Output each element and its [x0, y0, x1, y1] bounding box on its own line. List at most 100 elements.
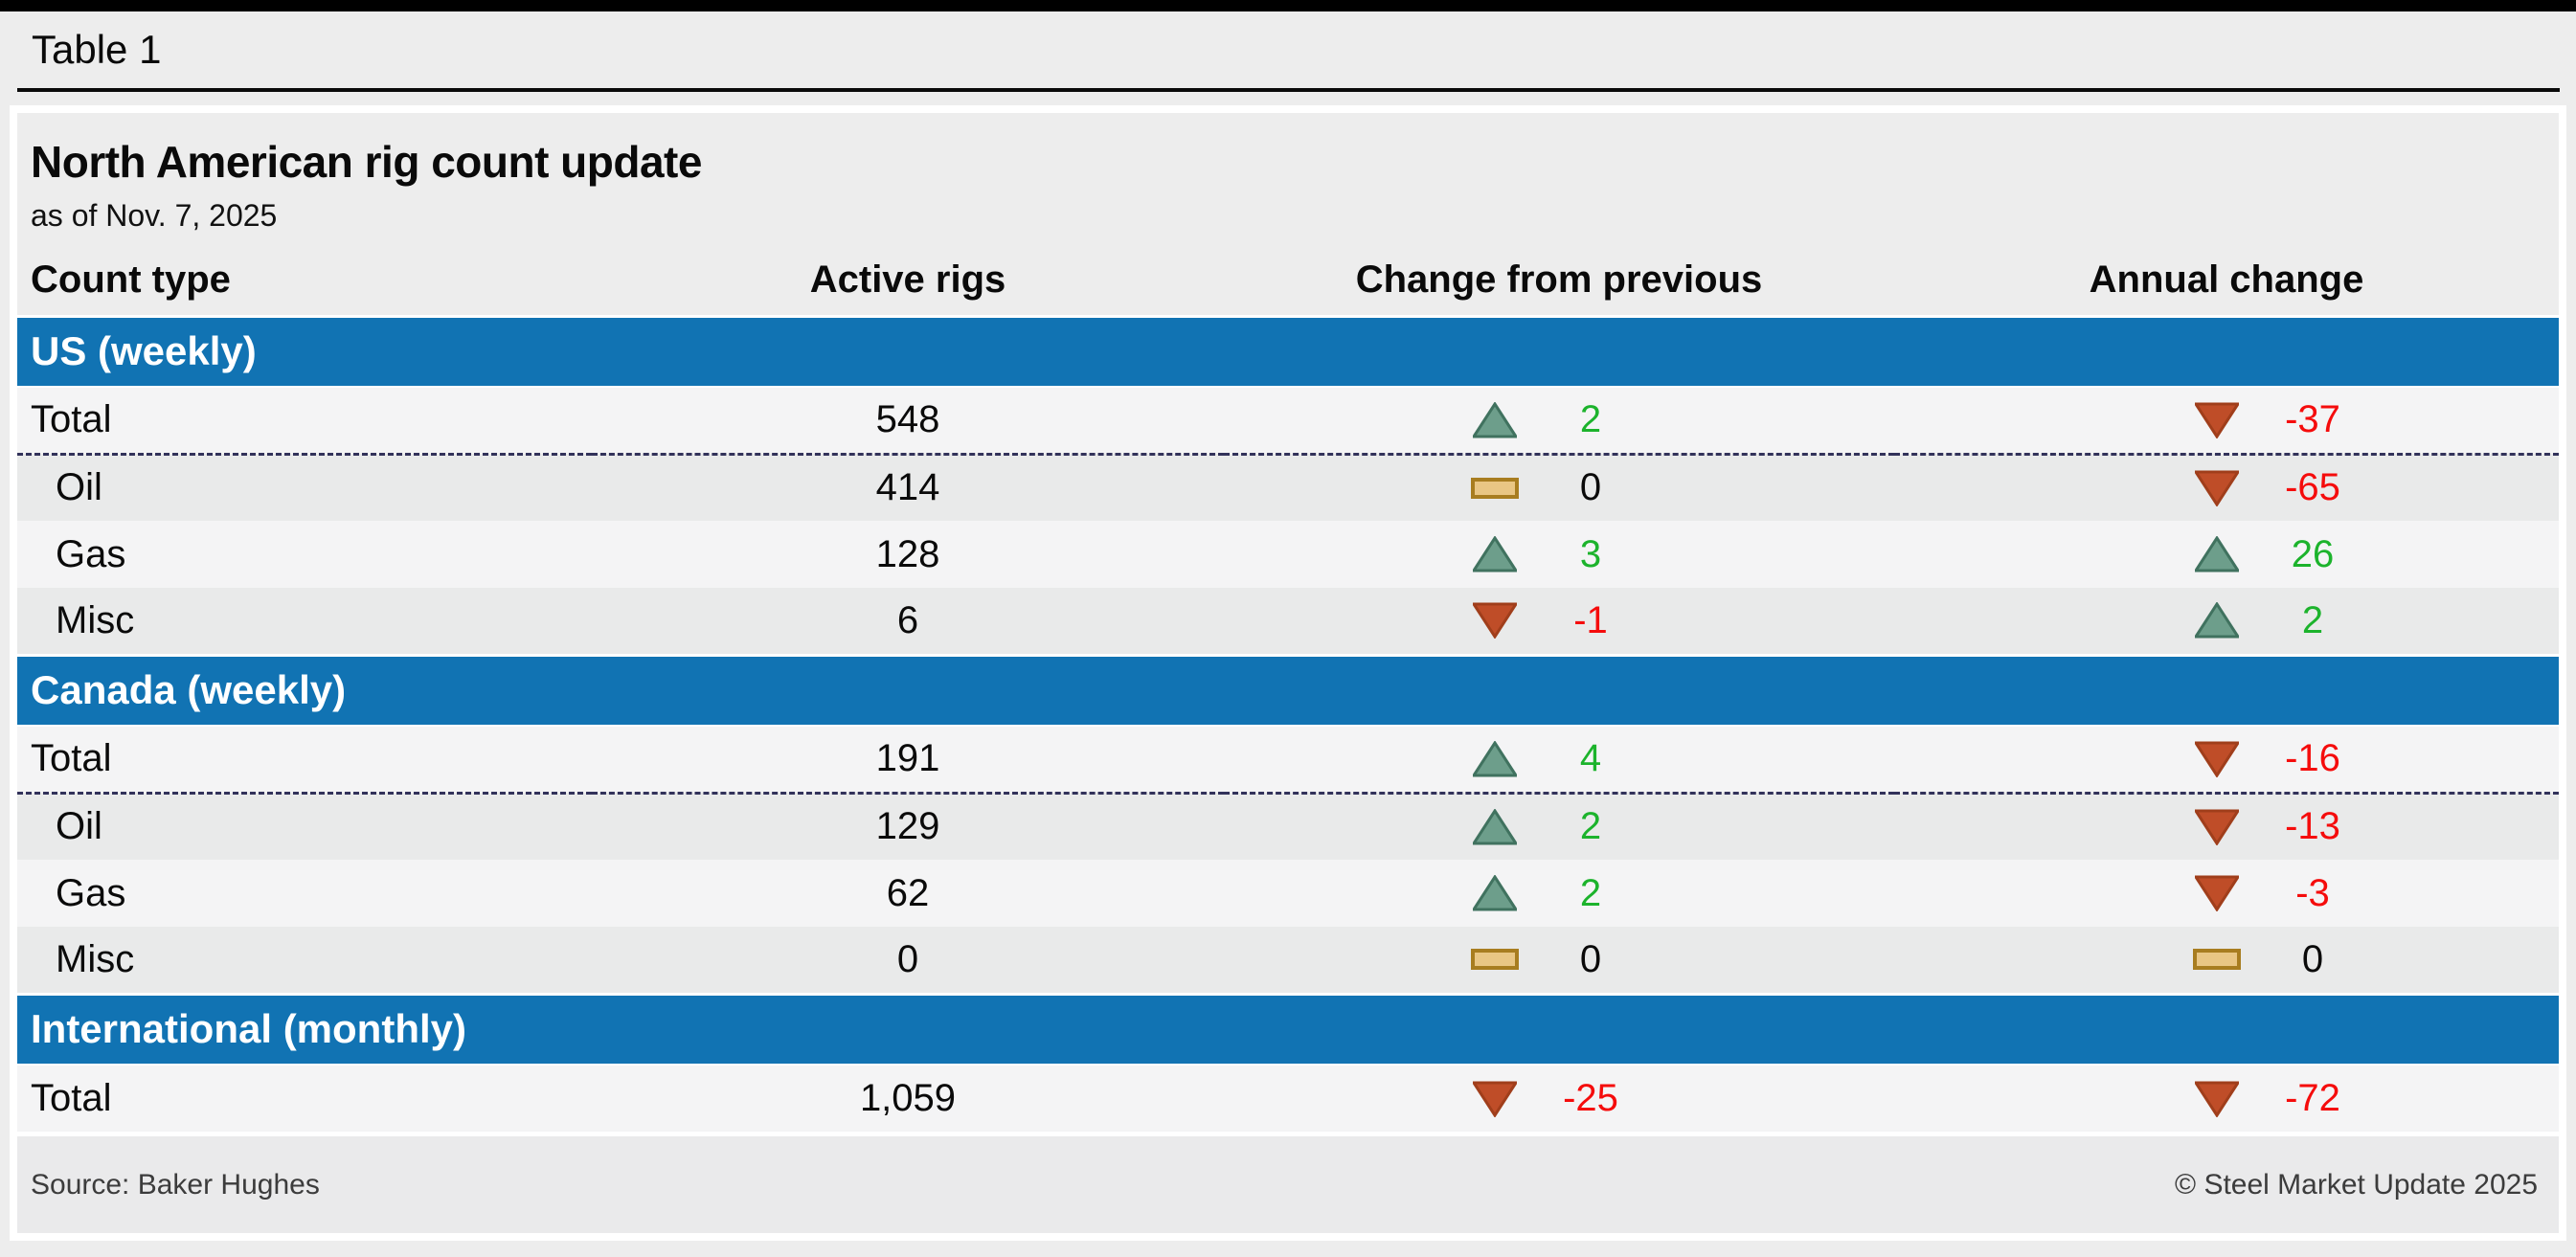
annual-change-cell: 0	[1894, 927, 2559, 994]
annual-change-cell: -13	[1894, 793, 2559, 860]
table-row: Total 1,059 -25 -72	[17, 1065, 2559, 1132]
section-header-row: US (weekly)	[17, 314, 2559, 388]
column-header-count-type: Count type	[31, 258, 231, 301]
down-triangle-icon	[2183, 809, 2250, 845]
change-value: -37	[2285, 398, 2340, 441]
down-triangle-icon	[1461, 602, 1528, 640]
change-previous-cell: -1	[1224, 588, 1894, 655]
active-rigs-cell: 548	[592, 387, 1224, 456]
annual-change-cell: 26	[1894, 521, 2559, 588]
change-value: -3	[2295, 871, 2330, 914]
change-value: -16	[2285, 737, 2340, 780]
down-triangle-icon	[1461, 1081, 1528, 1117]
change-value: -1	[1573, 598, 1608, 641]
change-value: 2	[1579, 805, 1602, 848]
count-type-cell: Total	[17, 726, 592, 795]
table-row: Oil 129 2 -13	[17, 793, 2559, 860]
change-value: -25	[1563, 1077, 1618, 1119]
down-triangle-icon	[2183, 741, 2250, 777]
change-previous-cell: 2	[1224, 860, 1894, 927]
active-rigs-cell: 128	[592, 521, 1224, 588]
section-header-label: Canada (weekly)	[17, 653, 2559, 727]
down-triangle-icon	[2183, 470, 2250, 506]
up-triangle-icon	[2183, 602, 2250, 639]
annual-change-cell: 2	[1894, 588, 2559, 655]
change-previous-cell: 2	[1224, 387, 1894, 456]
count-type-cell: Gas	[17, 860, 592, 927]
table-row: Oil 414 0 -65	[17, 454, 2559, 521]
section-header-row: Canada (weekly)	[17, 653, 2559, 727]
up-triangle-icon	[1461, 401, 1528, 438]
count-type-cell: Gas	[17, 521, 592, 588]
section-header-label: International (monthly)	[17, 992, 2559, 1066]
table-subtitle: as of Nov. 7, 2025	[31, 198, 278, 233]
annual-change-cell: -72	[1894, 1065, 2559, 1132]
table-row: Total 191 4 -16	[17, 726, 2559, 795]
change-value: 0	[2301, 937, 2324, 980]
active-rigs-cell: 414	[592, 454, 1224, 521]
no-change-icon	[1461, 949, 1528, 971]
annual-change-cell: -3	[1894, 860, 2559, 927]
annual-change-cell: -16	[1894, 726, 2559, 795]
section-header-row: International (monthly)	[17, 992, 2559, 1066]
section-header-label: US (weekly)	[17, 314, 2559, 388]
change-previous-cell: 2	[1224, 793, 1894, 860]
change-value: 2	[1579, 871, 1602, 914]
up-triangle-icon	[2183, 536, 2250, 572]
table-title: North American rig count update	[31, 137, 702, 187]
kicker-strip: Table 1	[0, 11, 2576, 88]
change-value: 26	[2291, 532, 2335, 575]
active-rigs-cell: 0	[592, 927, 1224, 994]
no-change-icon	[2183, 949, 2250, 971]
change-previous-cell: 4	[1224, 726, 1894, 795]
change-previous-cell: 0	[1224, 927, 1894, 994]
active-rigs-cell: 129	[592, 793, 1224, 860]
table-row: Misc 6 -1 2	[17, 588, 2559, 655]
active-rigs-cell: 6	[592, 588, 1224, 655]
active-rigs-cell: 191	[592, 726, 1224, 795]
change-value: 4	[1579, 737, 1602, 780]
annual-change-cell: -65	[1894, 454, 2559, 521]
table-kicker: Table 1	[32, 27, 162, 72]
column-header-annual-change: Annual change	[2089, 258, 2364, 301]
table-footer: Source: Baker Hughes © Steel Market Upda…	[17, 1132, 2559, 1233]
up-triangle-icon	[1461, 875, 1528, 911]
source-note: Source: Baker Hughes	[31, 1168, 320, 1201]
table-row: Misc 0 0 0	[17, 927, 2559, 994]
change-value: 3	[1579, 532, 1602, 575]
table-row: Total 548 2 -37	[17, 387, 2559, 456]
count-type-cell: Misc	[17, 927, 592, 994]
up-triangle-icon	[1461, 536, 1528, 572]
active-rigs-cell: 1,059	[592, 1065, 1224, 1132]
change-value: -65	[2285, 466, 2340, 509]
count-type-cell: Misc	[17, 588, 592, 655]
change-value: 2	[1579, 398, 1602, 441]
table-panel: North American rig count update as of No…	[10, 105, 2566, 1241]
change-previous-cell: 0	[1224, 454, 1894, 521]
column-header-active-rigs: Active rigs	[809, 258, 1006, 301]
top-border-bar	[0, 0, 2576, 11]
column-header-row: Count type Active rigs Change from previ…	[17, 236, 2559, 316]
table-row: Gas 128 3 26	[17, 521, 2559, 588]
change-value: 2	[2301, 598, 2324, 641]
down-triangle-icon	[2183, 875, 2250, 911]
column-header-change-previous: Change from previous	[1355, 258, 1763, 301]
annual-change-cell: -37	[1894, 387, 2559, 456]
count-type-cell: Total	[17, 387, 592, 456]
change-value: -72	[2285, 1077, 2340, 1119]
down-triangle-icon	[2183, 1081, 2250, 1117]
change-value: -13	[2285, 805, 2340, 848]
no-change-icon	[1461, 477, 1528, 499]
change-previous-cell: 3	[1224, 521, 1894, 588]
change-previous-cell: -25	[1224, 1065, 1894, 1132]
divider-rule	[17, 88, 2560, 92]
rig-count-table: Count type Active rigs Change from previ…	[17, 236, 2559, 1132]
down-triangle-icon	[2183, 402, 2250, 438]
change-value: 0	[1579, 937, 1602, 980]
up-triangle-icon	[1461, 740, 1528, 777]
up-triangle-icon	[1461, 808, 1528, 845]
copyright-note: © Steel Market Update 2025	[2175, 1168, 2538, 1201]
count-type-cell: Oil	[17, 454, 592, 521]
active-rigs-cell: 62	[592, 860, 1224, 927]
table-row: Gas 62 2 -3	[17, 860, 2559, 927]
